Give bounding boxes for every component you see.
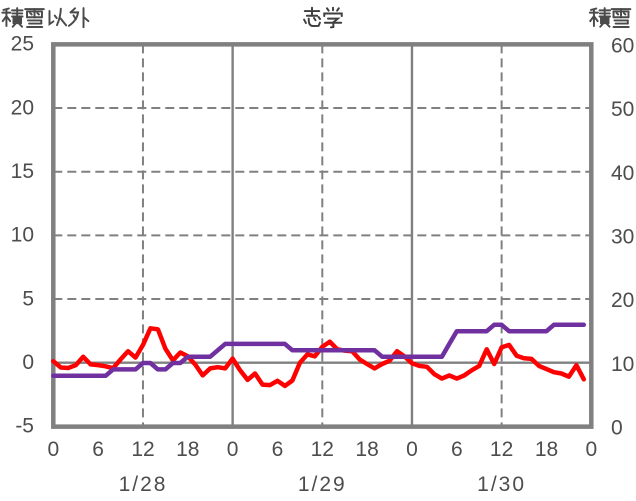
svg-text:12: 12 [131, 438, 154, 461]
svg-text:0: 0 [22, 351, 34, 374]
svg-text:0: 0 [47, 438, 59, 461]
svg-text:12: 12 [311, 438, 334, 461]
svg-text:0: 0 [406, 438, 418, 461]
svg-text:60: 60 [611, 35, 634, 58]
svg-text:15: 15 [11, 160, 34, 183]
svg-text:40: 40 [611, 162, 634, 185]
svg-text:1/28: 1/28 [119, 473, 168, 496]
svg-text:0: 0 [611, 417, 623, 440]
svg-text:10: 10 [611, 353, 634, 376]
svg-text:18: 18 [176, 438, 199, 461]
svg-text:6: 6 [451, 438, 463, 461]
svg-text:-5: -5 [15, 415, 34, 438]
svg-text:10: 10 [11, 224, 34, 247]
svg-text:0: 0 [227, 438, 239, 461]
svg-text:1/29: 1/29 [298, 473, 347, 496]
svg-text:25: 25 [11, 33, 34, 56]
svg-text:6: 6 [92, 438, 104, 461]
svg-text:5: 5 [22, 287, 34, 310]
svg-text:18: 18 [535, 438, 558, 461]
svg-text:0: 0 [585, 438, 597, 461]
svg-text:12: 12 [490, 438, 513, 461]
svg-text:18: 18 [355, 438, 378, 461]
svg-text:20: 20 [11, 96, 34, 119]
svg-text:50: 50 [611, 98, 634, 121]
svg-text:1/30: 1/30 [477, 473, 526, 496]
svg-text:30: 30 [611, 226, 634, 249]
svg-text:20: 20 [611, 289, 634, 312]
svg-text:6: 6 [272, 438, 284, 461]
